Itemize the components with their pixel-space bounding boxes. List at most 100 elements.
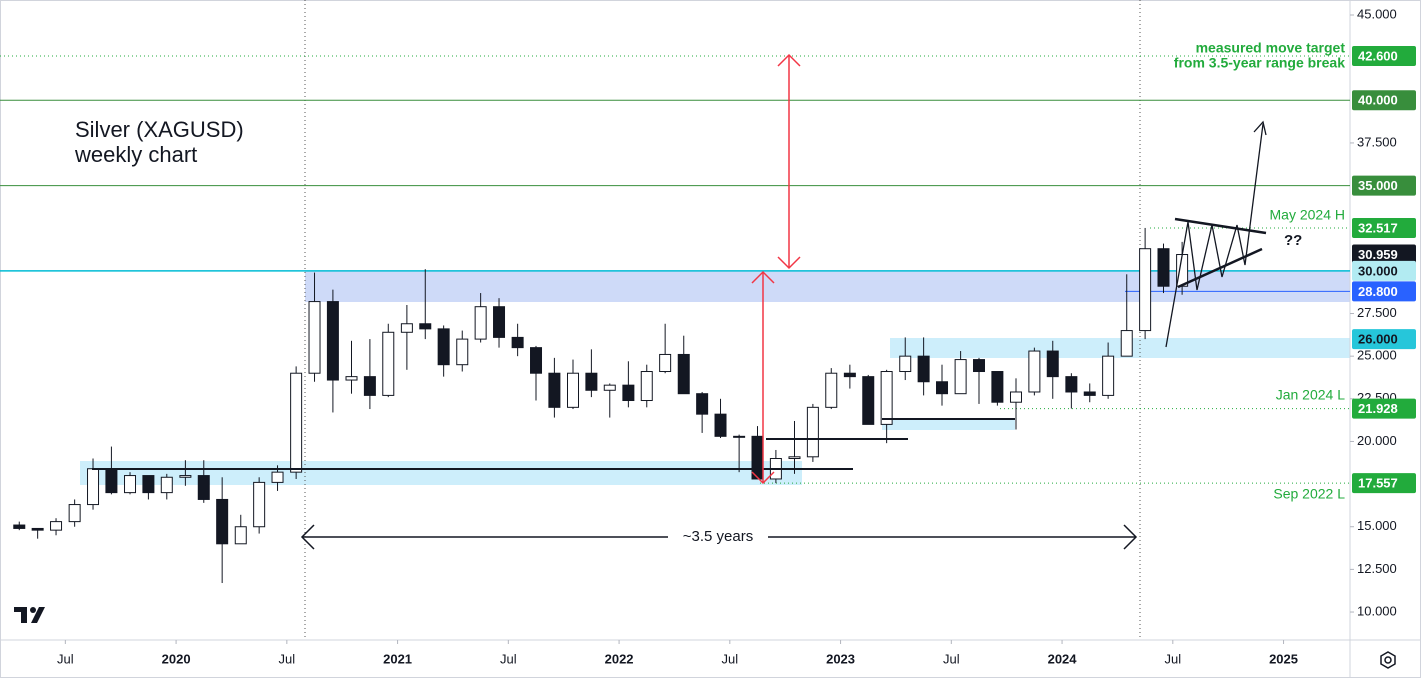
price-label-box — [1352, 329, 1416, 350]
price-label: 32.517 — [1358, 220, 1398, 235]
logo — [14, 607, 45, 623]
candle-body — [456, 338, 469, 366]
x-tick-label: Jul — [722, 651, 739, 666]
candle-body — [31, 527, 44, 531]
candle-body — [511, 336, 524, 349]
y-tick-label: 20.000 — [1357, 433, 1397, 448]
annotation: May 2024 H — [1270, 207, 1345, 223]
x-tick-label: 2023 — [826, 651, 855, 666]
price-label: 28.800 — [1358, 284, 1398, 299]
annotation: ~3.5 years — [683, 528, 753, 545]
price-label: 35.000 — [1358, 178, 1398, 193]
candle-body — [1157, 248, 1170, 287]
candle-body — [290, 372, 303, 473]
annotation: Sep 2022 L — [1273, 486, 1345, 502]
candle-body — [585, 372, 598, 391]
candle-body — [474, 306, 487, 340]
candle-body — [862, 376, 875, 425]
y-tick-label: 27.500 — [1357, 305, 1397, 320]
price-label: 30.000 — [1358, 263, 1398, 278]
candle-body — [216, 498, 229, 545]
candle-body — [1083, 391, 1096, 396]
price-label-box — [1352, 473, 1416, 494]
candle-body — [105, 468, 118, 494]
candle-body — [548, 372, 561, 408]
x-tick-label: 2020 — [162, 651, 191, 666]
y-tick-label: 10.000 — [1357, 603, 1397, 618]
settings-icon[interactable] — [1380, 651, 1396, 669]
candle-body — [1102, 355, 1115, 396]
resistance-zone — [305, 271, 1350, 302]
candle-body — [530, 347, 543, 374]
candle-body — [733, 435, 746, 438]
price-label-box — [1352, 281, 1416, 302]
candle-body — [917, 355, 930, 383]
candle-body — [345, 376, 358, 381]
candle-body — [50, 521, 63, 531]
x-tick-label: 2021 — [383, 651, 412, 666]
measure-arrow — [751, 53, 801, 485]
candle-body — [253, 481, 266, 528]
candle-body — [400, 323, 413, 333]
candle-body — [806, 406, 819, 458]
price-label-box — [1352, 260, 1416, 281]
candle-body — [68, 504, 81, 523]
price-label-box — [1352, 244, 1416, 265]
candle-body — [788, 456, 801, 460]
support-zone — [882, 419, 1015, 430]
x-tick-label: 2025 — [1269, 651, 1298, 666]
x-tick-label: Jul — [943, 651, 960, 666]
y-tick-label: 12.500 — [1357, 561, 1397, 576]
price-label: 26.000 — [1358, 332, 1398, 347]
candle-body — [603, 384, 616, 391]
annotation: measured move target — [1196, 40, 1346, 56]
candle-body — [1009, 391, 1022, 403]
annotation: ?? — [1284, 232, 1302, 249]
candle-body — [160, 476, 173, 494]
candle-body — [179, 475, 192, 478]
y-tick-label: 25.000 — [1357, 348, 1397, 363]
candle-body — [1028, 350, 1041, 393]
candle-body — [382, 331, 395, 396]
candle-body — [751, 435, 764, 480]
candle-body — [696, 393, 709, 415]
candle-body — [437, 328, 450, 366]
candle-body — [567, 372, 580, 408]
price-label-box — [1352, 175, 1416, 196]
price-label: 30.959 — [1358, 247, 1398, 262]
price-label: 17.557 — [1358, 476, 1398, 491]
price-label: 42.600 — [1358, 48, 1398, 63]
x-tick-label: Jul — [279, 651, 296, 666]
price-label-box — [1352, 45, 1416, 66]
price-label-box — [1352, 217, 1416, 238]
x-tick-label: 2022 — [605, 651, 634, 666]
candle-body — [87, 468, 100, 506]
price-label: 21.928 — [1358, 401, 1398, 416]
candle-body — [1046, 350, 1059, 378]
x-tick-label: 2024 — [1048, 651, 1078, 666]
candle-body — [363, 376, 376, 396]
x-tick-label: Jul — [500, 651, 517, 666]
candle-body — [124, 475, 137, 494]
duration-arrow — [300, 524, 1138, 550]
price-label-box — [1352, 398, 1416, 419]
support-zone — [890, 338, 1350, 358]
annotation: Jan 2024 L — [1276, 387, 1345, 403]
candle-body — [234, 526, 247, 545]
support-zone — [80, 461, 802, 485]
candle-body — [640, 371, 653, 402]
candle-body — [659, 353, 672, 373]
candle-body — [936, 381, 949, 395]
y-tick-label: 15.000 — [1357, 518, 1397, 533]
candle-body — [493, 306, 506, 338]
candle-body — [991, 371, 1004, 403]
candle-body — [419, 323, 432, 330]
price-label-box — [1352, 90, 1416, 111]
candle-body — [271, 471, 284, 483]
candle-body — [843, 372, 856, 378]
candle-body — [714, 413, 727, 437]
candle-body — [197, 475, 210, 500]
candle-body — [13, 524, 26, 529]
candle-body — [142, 475, 155, 494]
candle-body — [1139, 248, 1152, 332]
